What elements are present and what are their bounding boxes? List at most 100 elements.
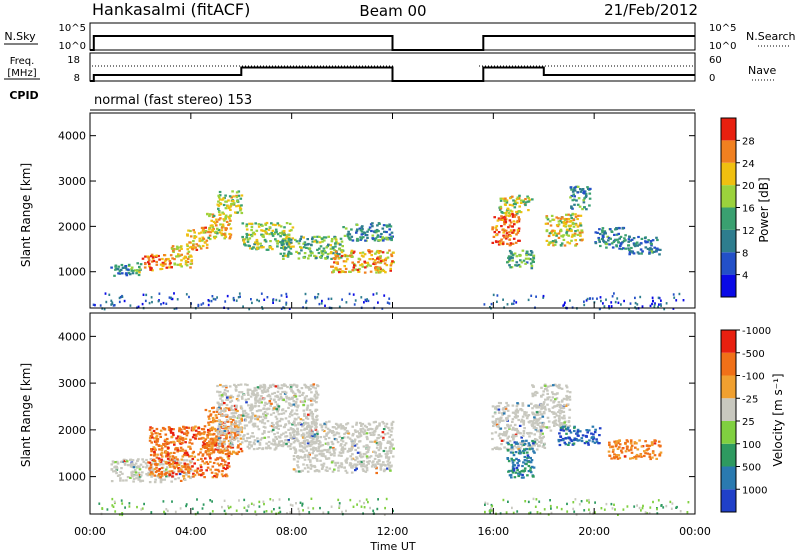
heatmap-cell [347,255,350,258]
heatmap-cell [255,240,259,243]
heatmap-cell [212,432,216,436]
heatmap-cell [326,450,329,453]
heatmap-cell [583,442,587,445]
heatmap-cell [277,408,280,411]
heatmap-cell [520,444,524,447]
heatmap-cell [518,265,522,268]
heatmap-cell [176,263,179,266]
heatmap-cell [179,479,183,482]
heatmap-cell [515,255,519,258]
heatmap-cell [300,249,303,252]
heatmap-cell [599,244,602,248]
heatmap-cell [224,453,228,456]
heatmap-cell [366,428,370,431]
heatmap-cell [671,502,674,505]
heatmap-cell [278,436,282,439]
heatmap-cell [288,242,291,246]
heatmap-cell [371,428,374,431]
heatmap-cell [639,453,642,457]
heatmap-cell [516,231,520,234]
heatmap-cell [367,249,371,252]
heatmap-cell [338,464,341,467]
heatmap-cell [238,499,240,502]
heatmap-cell [239,208,243,211]
heatmap-cell [624,441,627,445]
heatmap-cell [615,456,618,459]
heatmap-cell [563,425,566,428]
heatmap-cell [223,449,226,452]
heatmap-cell [294,395,298,398]
heatmap-cell [337,257,341,260]
heatmap-cell [597,238,601,241]
heatmap-cell [507,426,511,429]
heatmap-cell [549,384,553,387]
heatmap-cell [318,453,321,456]
heatmap-cell [149,268,152,271]
heatmap-cell [341,449,345,452]
heatmap-cell [218,432,222,435]
heatmap-cell [515,198,519,201]
heatmap-cell [588,501,590,504]
heatmap-cell [368,258,371,261]
heatmap-cell [547,243,550,246]
heatmap-cell [343,466,346,469]
heatmap-cell [516,415,519,418]
heatmap-cell [183,465,186,468]
heatmap-cell [369,506,371,510]
heatmap-cell [580,437,584,440]
heatmap-cell [203,440,206,443]
heatmap-cell [211,295,214,298]
heatmap-cell [155,469,159,472]
heatmap-cell [670,507,673,510]
heatmap-cell [591,440,595,443]
heatmap-cell [321,466,324,469]
heatmap-cell [224,467,228,471]
heatmap-cell [620,303,622,306]
heatmap-cell [613,233,616,236]
heatmap-cell [206,462,210,465]
heatmap-cell [355,456,358,459]
heatmap-cell [256,447,259,450]
heatmap-cell [311,448,315,451]
heatmap-cell [151,462,154,465]
heatmap-cell [301,504,304,507]
heatmap-cell [218,231,222,234]
colorbar-swatch [721,274,736,297]
heatmap-cell [210,219,213,222]
heatmap-cell [262,415,266,418]
heatmap-cell [205,446,208,449]
heatmap-cell [624,239,627,242]
heatmap-cell [192,244,195,247]
heatmap-cell [633,505,636,508]
heatmap-cell [331,246,335,249]
heatmap-cell [178,426,181,430]
heatmap-cell [571,221,575,224]
heatmap-cell [188,455,191,458]
heatmap-cell [643,237,647,240]
heatmap-cell [576,428,580,431]
heatmap-cell [211,510,214,513]
heatmap-cell [322,511,325,514]
heatmap-cell [506,235,509,238]
heatmap-cell [504,406,507,409]
heatmap-cell [164,438,167,441]
heatmap-cell [191,248,195,251]
heatmap-cell [220,457,224,460]
heatmap-cell [182,475,186,478]
heatmap-cell [627,247,630,250]
heatmap-cell [524,262,527,265]
heatmap-cell [202,503,205,506]
heatmap-cell [339,424,342,427]
heatmap-cell [343,265,346,268]
heatmap-cell [539,512,542,515]
heatmap-cell [153,451,156,454]
heatmap-cell [512,459,516,462]
heatmap-cell [225,437,228,440]
heatmap-cell [640,252,643,255]
heatmap-cell [148,439,152,442]
heatmap-cell [673,296,676,299]
heatmap-cell [279,225,283,228]
heatmap-cell [296,438,299,441]
heatmap-cell [515,457,518,460]
